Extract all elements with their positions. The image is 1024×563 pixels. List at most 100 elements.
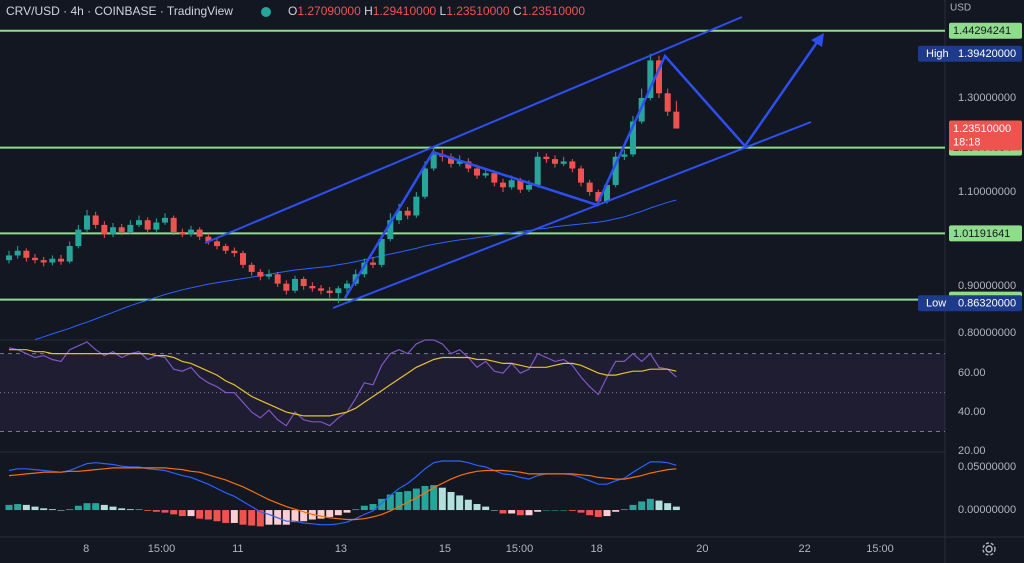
y-tick-label: 60.00: [958, 367, 986, 379]
candle-body: [101, 224, 108, 235]
histogram-bar: [499, 510, 507, 514]
y-tick-label: 0.05000000: [958, 461, 1016, 473]
x-tick-label: 15: [439, 543, 451, 555]
x-tick-label: 20: [696, 543, 708, 555]
histogram-bar: [438, 487, 446, 511]
candle-body: [58, 258, 65, 262]
histogram-bar: [395, 491, 403, 511]
candle-body: [153, 222, 160, 230]
last-price: 1.23510000: [953, 123, 1011, 135]
histogram-bar: [109, 506, 117, 511]
arrow-head: [811, 33, 824, 47]
candle-body: [66, 246, 73, 262]
candle-body: [396, 210, 403, 221]
countdown: 18:18: [953, 136, 981, 148]
histogram-bar: [40, 508, 48, 511]
settings-icon[interactable]: [982, 542, 996, 556]
marker-value: 1.39420000: [958, 48, 1016, 60]
symbol-title: CRV/USD · 4h · COINBASE · TradingView: [6, 4, 233, 18]
histogram-bar: [57, 510, 65, 511]
indicator-line: [9, 349, 677, 417]
histogram-bar: [638, 501, 646, 511]
candle-body: [370, 262, 377, 265]
candle-body: [430, 154, 437, 169]
candle-body: [300, 278, 307, 286]
candle-body: [569, 161, 576, 169]
histogram-bar: [447, 491, 455, 511]
candle-body: [335, 288, 342, 294]
candle-body: [630, 121, 637, 155]
candle-body: [222, 246, 229, 251]
histogram-bar: [100, 504, 108, 511]
candle-body: [534, 156, 541, 185]
y-tick-label: 0.90000000: [958, 280, 1016, 292]
histogram-bar: [256, 510, 264, 527]
projection-path: [343, 37, 822, 299]
candle-body: [404, 210, 411, 216]
candle-body: [326, 290, 333, 294]
marker-tag: [918, 295, 1022, 312]
x-tick-label: 13: [335, 543, 347, 555]
candle-body: [110, 227, 117, 235]
candle-body: [179, 231, 186, 235]
histogram-bar: [378, 498, 386, 511]
marker-label: Low: [926, 298, 946, 310]
histogram-bar: [196, 510, 204, 519]
candle-body: [92, 215, 99, 225]
indicator-line: [8, 339, 677, 427]
histogram-bar: [14, 504, 22, 511]
candle-body: [118, 227, 125, 232]
histogram-bar: [386, 494, 394, 511]
histogram-bar: [204, 510, 212, 520]
histogram-bar: [456, 495, 464, 511]
ohlc-label: H: [364, 4, 373, 18]
candle-body: [500, 182, 507, 188]
candle-body: [508, 180, 515, 188]
histogram-bar: [404, 491, 412, 511]
candle-body: [344, 283, 351, 289]
last-price-tag: [949, 120, 1022, 151]
candle-body: [560, 161, 567, 164]
histogram-bar: [369, 504, 377, 511]
y-tick-label: 1.10000000: [958, 186, 1016, 198]
moving-average: [34, 199, 677, 341]
y-tick-label: 1.30000000: [958, 92, 1016, 104]
candle-body: [517, 180, 524, 190]
candle-body: [586, 182, 593, 192]
candle-body: [136, 220, 143, 225]
marker-label: High: [926, 48, 949, 60]
candle-body: [482, 173, 489, 176]
candle-body: [205, 236, 212, 242]
histogram-bar: [326, 510, 334, 517]
histogram-bar: [464, 499, 472, 511]
y-tick-label: 20.00: [958, 445, 986, 457]
candle-body: [292, 278, 299, 291]
candle-body: [75, 229, 82, 247]
candle-body: [664, 93, 671, 112]
histogram-bar: [239, 510, 247, 525]
level-label: 1.44294241: [953, 25, 1011, 37]
candle-body: [188, 229, 195, 235]
ohlc-label: L: [440, 4, 447, 18]
candle-body: [162, 217, 169, 223]
histogram-bar: [594, 510, 602, 517]
candle-body: [14, 250, 21, 256]
histogram-bar: [360, 505, 368, 511]
histogram-bar: [672, 506, 680, 511]
ohlc-value: 1.29410000: [373, 4, 437, 18]
histogram-bar: [577, 510, 585, 513]
histogram-bar: [646, 498, 654, 511]
market-status[interactable]: [261, 7, 271, 17]
candle-body: [318, 288, 325, 291]
candle-body: [413, 196, 420, 216]
candle-body: [491, 173, 498, 183]
histogram-bar: [629, 504, 637, 511]
candle-body: [240, 253, 247, 265]
indicator-line: [8, 467, 677, 521]
drawings: [204, 16, 824, 309]
candle-body: [656, 60, 663, 94]
x-tick-label: 15:00: [148, 543, 176, 555]
candle-body: [274, 274, 281, 284]
